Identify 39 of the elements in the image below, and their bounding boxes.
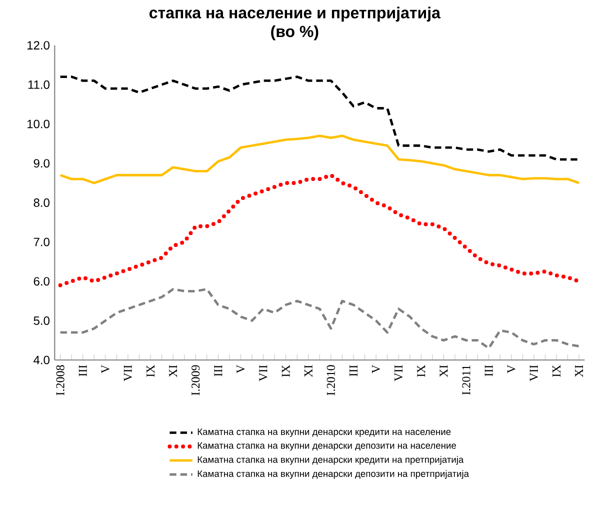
x-tick-label: I.2010 — [326, 365, 336, 396]
x-tick-label: VII — [124, 365, 132, 382]
y-tick-label: 9.0 — [34, 159, 50, 168]
chart-subtitle: (во %) — [271, 25, 318, 40]
x-tick-label: V — [236, 364, 245, 374]
x-tick-label: I.2009 — [192, 365, 200, 396]
y-tick-label: 8.0 — [34, 198, 50, 207]
y-tick-label: 6.0 — [34, 277, 50, 286]
legend-label: Каматна стапка на вкупни денарски депозити на население — [198, 442, 456, 451]
x-tick-label: V — [101, 364, 110, 374]
x-tick-label: IX — [282, 364, 290, 377]
x-tick-label: III — [214, 365, 222, 376]
y-tick-label: 12.0 — [28, 41, 50, 50]
x-tick-label: XI — [169, 365, 177, 378]
x-tick-label: VII — [259, 365, 268, 382]
x-tick-label: I.2011 — [462, 365, 470, 395]
x-tick-label: III — [484, 365, 493, 376]
x-tick-label: III — [350, 365, 358, 376]
y-tick-label: 11.0 — [28, 80, 50, 89]
x-tick-label: IX — [146, 364, 154, 377]
x-tick-label: III — [78, 365, 87, 376]
x-tick-label: V — [372, 364, 380, 374]
legend-label: Каматна стапка на вкупни денарски депозити на претпријатија — [198, 470, 469, 479]
y-tick-label: 4.0 — [34, 356, 50, 364]
y-tick-label: 5.0 — [34, 316, 50, 325]
chart-title: стапка на население и претпријатија — [150, 6, 441, 22]
x-tick-label: I.2008 — [56, 365, 64, 396]
x-tick-label: XI — [575, 365, 583, 378]
x-tick-label: VII — [394, 365, 403, 382]
x-tick-label: V — [507, 364, 516, 374]
x-tick-label: XI — [440, 365, 448, 378]
x-tick-label: IX — [552, 364, 560, 377]
legend-label: Каматна стапка на вкупни денарски кредити на претпријатија — [198, 456, 464, 465]
x-tick-label: IX — [417, 364, 426, 377]
y-tick-label: 7.0 — [34, 238, 50, 246]
y-tick-label: 10.0 — [28, 120, 50, 128]
x-tick-label: VII — [530, 365, 538, 382]
x-tick-label: XI — [304, 365, 312, 378]
legend-label: Каматна стапка на вкупни денарски кредити на население — [198, 428, 451, 437]
